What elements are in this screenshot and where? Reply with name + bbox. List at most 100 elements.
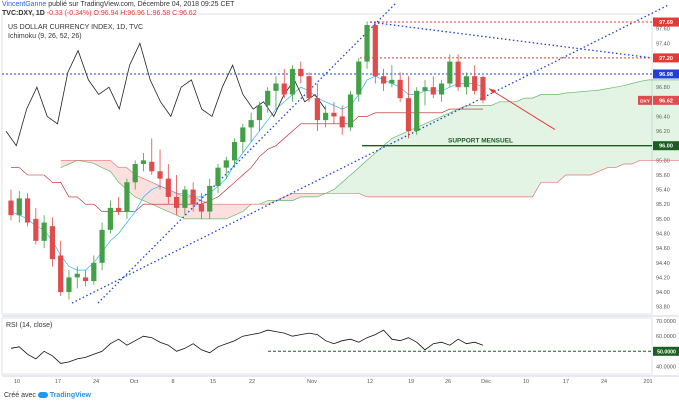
rsi-tick-label: 70.0000 bbox=[656, 319, 676, 325]
price-tick-label: 96.80 bbox=[656, 85, 670, 91]
price-tick-label: 97.40 bbox=[656, 41, 670, 47]
candle-bullish bbox=[240, 127, 246, 143]
kumo-bullish-segment bbox=[425, 120, 434, 197]
price-tick-label: 96.20 bbox=[656, 129, 670, 135]
kumo-bullish-segment bbox=[375, 145, 384, 197]
time-tick-label: 12 bbox=[367, 379, 373, 385]
kumo-bullish-segment bbox=[524, 98, 533, 197]
price-tick-label: 95.80 bbox=[656, 158, 670, 164]
kumo-bearish-segment bbox=[218, 204, 227, 219]
ticker: TVC:DXY, 1D bbox=[2, 10, 45, 17]
candle-bullish bbox=[447, 61, 453, 84]
time-tick-label: 15 bbox=[210, 379, 216, 385]
dxy-marker-badge bbox=[638, 95, 652, 105]
candle-bullish bbox=[66, 277, 72, 293]
footer-credit: Créé avec TradingView bbox=[4, 392, 91, 399]
candle-bullish bbox=[256, 105, 262, 121]
candle-bullish bbox=[347, 94, 354, 128]
descending-trendline bbox=[369, 21, 653, 59]
candle-bullish bbox=[289, 68, 296, 95]
kumo-bullish-segment bbox=[333, 182, 343, 194]
candle-bearish bbox=[190, 189, 196, 205]
candle-bearish bbox=[58, 255, 64, 293]
kumo-bullish-segment bbox=[615, 85, 624, 168]
kijun-sen-line bbox=[11, 108, 483, 212]
tradingview-brand[interactable]: TradingView bbox=[49, 392, 91, 399]
kumo-bullish-segment bbox=[557, 93, 566, 183]
candle-bearish bbox=[455, 61, 461, 88]
candle-bullish bbox=[74, 273, 80, 278]
candle-bullish bbox=[132, 164, 138, 183]
price-level-badge bbox=[653, 69, 679, 79]
kumo-bearish-segment bbox=[234, 204, 243, 216]
time-tick-label: Oct bbox=[130, 379, 139, 385]
kumo-bullish-segment bbox=[632, 81, 641, 164]
price-level-badge-label: 96.98 bbox=[659, 72, 673, 78]
price-tick-label: 94.20 bbox=[656, 275, 670, 281]
kumo-bullish-segment bbox=[458, 105, 467, 197]
indicator-label: Ichimoku (9, 26, 52, 26) bbox=[8, 33, 82, 40]
author-link[interactable]: VincentGanne bbox=[2, 1, 47, 8]
kumo-bullish-segment bbox=[516, 98, 525, 197]
candle-bearish bbox=[8, 200, 14, 216]
candle-bullish bbox=[182, 189, 188, 208]
rsi-tick-label: 60.0000 bbox=[656, 334, 676, 340]
candle-bullish bbox=[422, 87, 428, 91]
publish-line: VincentGanne publié sur TradingView.com,… bbox=[2, 1, 234, 8]
kumo-bullish-segment bbox=[598, 88, 608, 172]
price-tick-label: 94.40 bbox=[656, 261, 670, 267]
kumo-bearish-segment bbox=[60, 160, 69, 168]
kumo-bullish-segment bbox=[416, 123, 425, 197]
candle-bullish bbox=[215, 167, 221, 186]
kumo-bullish-segment bbox=[565, 92, 575, 175]
chikou-span-line bbox=[5, 42, 326, 147]
candle-bearish bbox=[198, 204, 205, 212]
last-price-badge bbox=[653, 95, 679, 105]
kumo-bullish-segment bbox=[383, 138, 392, 197]
candle-bullish bbox=[107, 207, 113, 230]
rsi-pane-frame bbox=[1, 317, 653, 375]
last-price-label: 96.62 bbox=[659, 98, 673, 104]
ohlc-values: O:96.94 H:96.96 L:96.58 C:96.62 bbox=[93, 10, 197, 17]
chart-title: US DOLLAR CURRENCY INDEX, 1D, TVC bbox=[8, 24, 144, 31]
kumo-bullish-segment bbox=[574, 91, 583, 175]
time-tick-label: 22 bbox=[249, 379, 255, 385]
arrow-head bbox=[488, 88, 496, 94]
candle-bearish bbox=[165, 178, 171, 197]
kumo-bullish-segment bbox=[408, 127, 417, 197]
candle-bullish bbox=[356, 61, 362, 95]
candle-bearish bbox=[405, 98, 412, 132]
candle-bearish bbox=[33, 218, 39, 241]
candle-bullish bbox=[91, 262, 97, 282]
candle-bullish bbox=[248, 120, 254, 128]
time-tick-label: 8 bbox=[171, 379, 174, 385]
price-tick-label: 94.00 bbox=[656, 290, 670, 296]
candle-bearish bbox=[281, 83, 287, 95]
price-tick-label: 96.40 bbox=[656, 114, 670, 120]
kumo-bearish-segment bbox=[93, 160, 103, 168]
candle-bearish bbox=[339, 116, 345, 128]
price-level-badge-label: 97.69 bbox=[659, 20, 673, 26]
candle-bullish bbox=[438, 83, 445, 95]
channel-upper-line bbox=[97, 2, 397, 304]
price-tick-label: 94.60 bbox=[656, 246, 670, 252]
kumo-bullish-segment bbox=[623, 83, 632, 164]
kumo-bullish-segment bbox=[607, 87, 616, 168]
kumo-bullish-segment bbox=[482, 105, 492, 197]
price-tick-label: 95.20 bbox=[656, 202, 670, 208]
candle-bearish bbox=[314, 98, 320, 121]
kumo-bullish-segment bbox=[358, 160, 368, 197]
time-tick-label: 24 bbox=[601, 379, 607, 385]
time-tick-label: 24 bbox=[93, 379, 99, 385]
kumo-bullish-segment bbox=[400, 131, 409, 197]
kumo-bearish-segment bbox=[309, 193, 318, 197]
arrow-shaft bbox=[488, 88, 556, 131]
price-tick-label: 95.00 bbox=[656, 217, 670, 223]
dxy-marker-label: DXY bbox=[640, 98, 651, 104]
kumo-bearish-segment bbox=[85, 160, 94, 164]
candle-bearish bbox=[472, 76, 478, 91]
time-tick-label: 10 bbox=[14, 379, 20, 385]
kumo-bullish-segment bbox=[441, 112, 450, 197]
candle-bullish bbox=[41, 222, 47, 241]
kumo-bullish-segment bbox=[491, 101, 500, 197]
